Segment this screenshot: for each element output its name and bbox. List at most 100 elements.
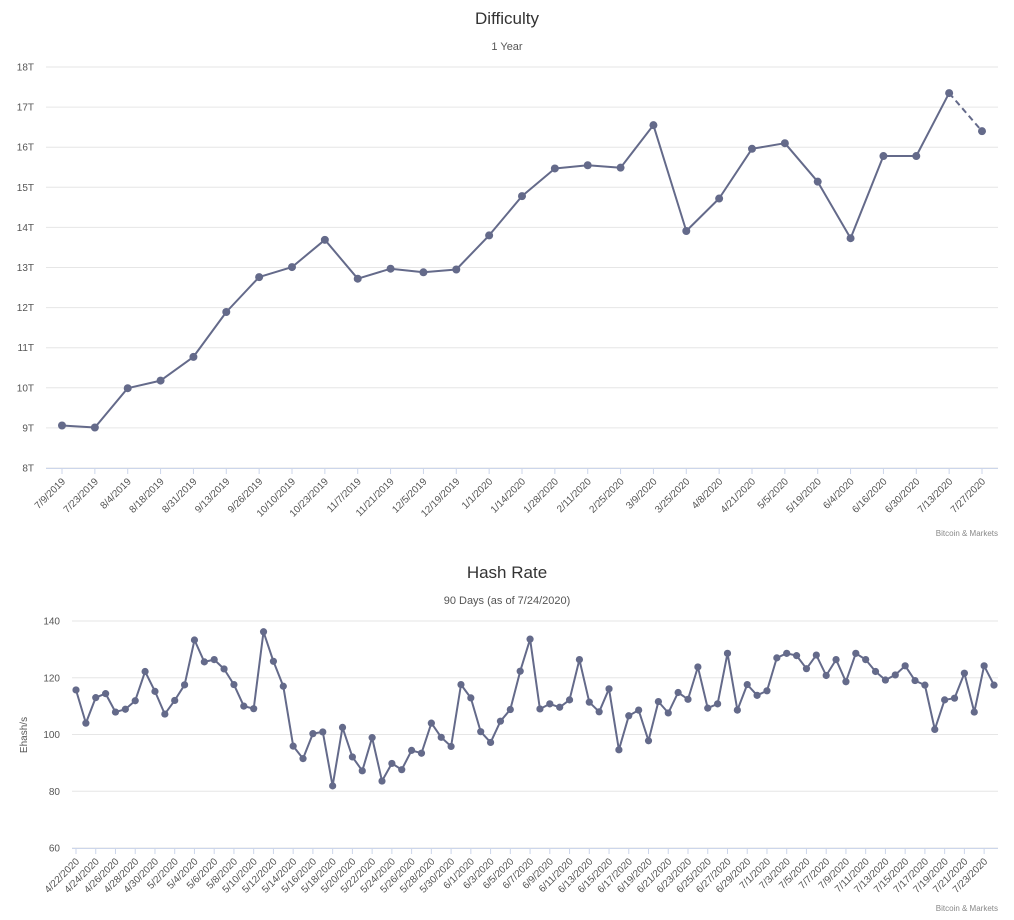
hashrate-data-point[interactable] [733, 706, 741, 714]
hashrate-data-point[interactable] [704, 704, 712, 712]
hashrate-data-point[interactable] [279, 682, 287, 690]
hashrate-data-point[interactable] [477, 728, 485, 736]
hashrate-data-point[interactable] [792, 652, 801, 660]
hashrate-data-point[interactable] [319, 728, 327, 736]
difficulty-data-point[interactable] [715, 194, 724, 203]
hashrate-data-point[interactable] [408, 746, 416, 754]
difficulty-data-point[interactable] [485, 231, 494, 240]
hashrate-data-point[interactable] [694, 663, 702, 671]
hashrate-data-point[interactable] [714, 700, 722, 708]
hashrate-data-point[interactable] [398, 766, 406, 774]
hashrate-data-point[interactable] [210, 655, 218, 664]
difficulty-data-point[interactable] [419, 268, 428, 277]
hashrate-data-point[interactable] [437, 733, 445, 741]
hashrate-data-point[interactable] [102, 690, 110, 698]
hashrate-data-point[interactable] [121, 705, 129, 713]
difficulty-data-point[interactable] [649, 121, 658, 130]
hashrate-data-point[interactable] [111, 708, 120, 716]
difficulty-data-point[interactable] [90, 423, 99, 432]
hashrate-data-point[interactable] [82, 719, 90, 727]
hashrate-data-point[interactable] [871, 667, 880, 676]
hashrate-data-point[interactable] [575, 655, 584, 664]
difficulty-data-point[interactable] [189, 352, 198, 361]
hashrate-data-point[interactable] [427, 719, 435, 727]
hashrate-data-point[interactable] [556, 703, 564, 711]
difficulty-data-point[interactable] [386, 264, 395, 273]
difficulty-data-point[interactable] [780, 139, 789, 148]
hashrate-data-point[interactable] [931, 725, 939, 733]
hashrate-data-point[interactable] [496, 717, 505, 725]
hashrate-data-point[interactable] [852, 649, 860, 657]
difficulty-data-point[interactable] [288, 263, 296, 272]
hashrate-data-point[interactable] [565, 696, 574, 704]
hashrate-data-point[interactable] [773, 654, 781, 662]
difficulty-data-point[interactable] [123, 384, 132, 393]
hashrate-data-point[interactable] [388, 759, 396, 768]
difficulty-data-point[interactable] [550, 164, 559, 173]
hashrate-data-point[interactable] [131, 697, 139, 705]
hashrate-data-point[interactable] [723, 649, 732, 657]
hashrate-data-point[interactable] [289, 742, 297, 750]
difficulty-data-point[interactable] [353, 274, 362, 283]
hashrate-data-point[interactable] [457, 680, 465, 689]
difficulty-data-point[interactable] [583, 161, 592, 170]
difficulty-data-point[interactable] [682, 227, 691, 236]
hashrate-data-point[interactable] [171, 696, 179, 705]
hashrate-data-point[interactable] [299, 755, 307, 763]
difficulty-data-point[interactable] [518, 192, 526, 201]
hashrate-data-point[interactable] [941, 696, 949, 704]
hashrate-data-point[interactable] [585, 698, 593, 706]
hashrate-data-point[interactable] [783, 649, 791, 657]
hashrate-data-point[interactable] [832, 655, 840, 664]
hashrate-data-point[interactable] [822, 671, 830, 680]
hashrate-data-point[interactable] [526, 635, 534, 643]
hashrate-data-point[interactable] [615, 746, 623, 754]
hashrate-data-point[interactable] [921, 681, 929, 689]
hashrate-data-point[interactable] [536, 705, 544, 713]
difficulty-data-point[interactable] [879, 152, 888, 161]
hashrate-data-point[interactable] [625, 712, 633, 720]
hashrate-data-point[interactable] [881, 676, 890, 684]
hashrate-data-point[interactable] [259, 628, 268, 636]
hashrate-data-point[interactable] [842, 678, 850, 686]
hashrate-data-point[interactable] [329, 782, 337, 790]
hashrate-data-point[interactable] [684, 695, 692, 703]
hashrate-data-point[interactable] [516, 667, 524, 675]
hashrate-data-point[interactable] [664, 709, 672, 717]
hashrate-data-point[interactable] [368, 734, 376, 742]
hashrate-data-point[interactable] [378, 777, 386, 785]
hashrate-data-point[interactable] [743, 680, 751, 689]
difficulty-chart-credit[interactable]: Bitcoin & Markets [936, 529, 998, 538]
hashrate-data-point[interactable] [546, 700, 554, 708]
difficulty-data-point[interactable] [748, 144, 756, 153]
difficulty-data-point[interactable] [978, 127, 986, 136]
difficulty-data-point[interactable] [452, 265, 461, 274]
hashrate-data-point[interactable] [190, 636, 199, 644]
hashrate-data-point[interactable] [802, 665, 811, 673]
hashrate-data-point[interactable] [141, 667, 149, 676]
hashrate-chart-credit[interactable]: Bitcoin & Markets [936, 904, 998, 913]
hashrate-data-point[interactable] [348, 753, 356, 761]
hashrate-data-point[interactable] [447, 742, 455, 751]
hashrate-data-point[interactable] [506, 705, 514, 714]
hashrate-data-point[interactable] [911, 676, 919, 685]
hashrate-data-point[interactable] [970, 708, 978, 716]
hashrate-data-point[interactable] [763, 687, 771, 695]
hashrate-data-point[interactable] [269, 657, 278, 665]
hashrate-data-point[interactable] [486, 738, 495, 747]
hashrate-data-point[interactable] [605, 685, 613, 693]
hashrate-data-point[interactable] [644, 737, 653, 745]
difficulty-data-point[interactable] [255, 273, 264, 282]
hashrate-data-point[interactable] [960, 669, 968, 677]
difficulty-data-point[interactable] [320, 235, 329, 244]
difficulty-data-point[interactable] [846, 234, 855, 243]
hashrate-data-point[interactable] [950, 694, 959, 702]
hashrate-data-point[interactable] [338, 723, 347, 732]
hashrate-data-point[interactable] [220, 665, 228, 673]
hashrate-data-point[interactable] [990, 681, 998, 689]
hashrate-data-point[interactable] [980, 662, 988, 670]
hashrate-data-point[interactable] [812, 651, 820, 659]
hashrate-data-point[interactable] [161, 710, 169, 718]
hashrate-data-point[interactable] [891, 671, 899, 679]
hashrate-data-point[interactable] [230, 680, 238, 689]
